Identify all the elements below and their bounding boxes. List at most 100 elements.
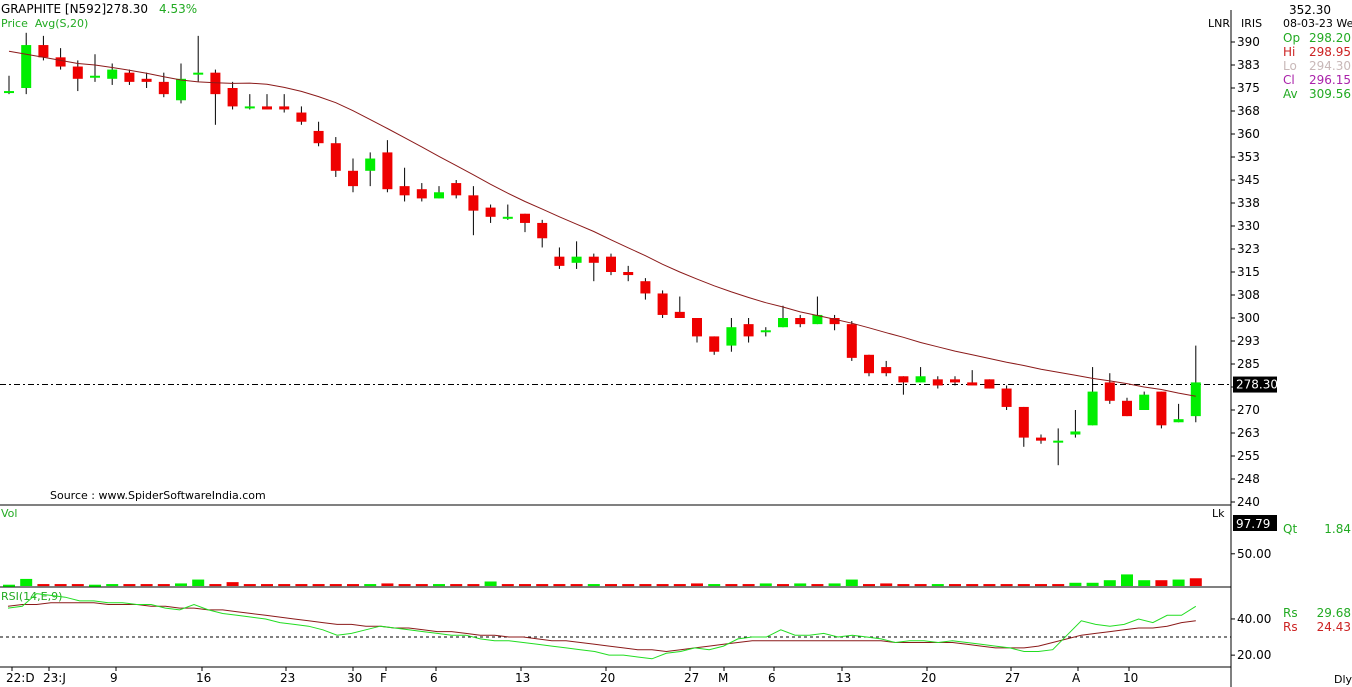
candle xyxy=(502,204,513,220)
candle xyxy=(244,94,255,110)
volume-bar xyxy=(1069,582,1082,586)
moving-average-line xyxy=(8,50,1196,397)
software-label: IRIS xyxy=(1241,17,1262,30)
candle xyxy=(262,94,272,110)
ohlc-value: 298.95 xyxy=(1309,45,1351,59)
candle-body xyxy=(846,324,857,358)
periodicity-label: Dly xyxy=(1334,673,1352,686)
candle-body xyxy=(124,72,135,82)
candle-body xyxy=(72,66,83,79)
date-tick-label: 22:D xyxy=(6,671,35,685)
rsi-readout-value: 24.43 xyxy=(1317,620,1351,634)
volume-bar xyxy=(157,584,170,587)
candle-body xyxy=(537,222,548,239)
date-axis: 22:D 23:J 9 16 23 30 F 6 13 20 27 M 6 13 20 27 A 10 xyxy=(6,667,1138,685)
candle xyxy=(279,94,290,113)
volume-bar xyxy=(811,584,824,587)
candle xyxy=(881,360,892,377)
volume-tick-label: 50.00 xyxy=(1237,547,1271,561)
volume-bar xyxy=(536,584,549,587)
volume-bar xyxy=(89,584,101,587)
price-tick-label: 240 xyxy=(1237,495,1260,509)
candle-body xyxy=(898,376,909,383)
price-tick-label: 353 xyxy=(1237,150,1260,164)
scale-mode-label[interactable]: LNR xyxy=(1208,17,1230,30)
ohlc-key: Lo xyxy=(1283,59,1297,73)
candle-body xyxy=(262,106,272,110)
volume-bar xyxy=(1017,584,1030,587)
volume-axis: 50.00 xyxy=(1231,547,1271,561)
change-percent: 4.53% xyxy=(159,2,197,16)
candle-body xyxy=(1087,391,1098,426)
price-tick-label: 330 xyxy=(1237,219,1260,233)
candle-body xyxy=(1053,440,1064,443)
ohlc-key: Av xyxy=(1283,87,1298,101)
candle-body xyxy=(674,311,685,318)
volume-bar xyxy=(759,583,772,586)
candle xyxy=(1104,373,1115,404)
date-tick-label: 13 xyxy=(515,671,530,685)
ohlc-key: Cl xyxy=(1283,73,1295,87)
date-tick-label: 10 xyxy=(1123,671,1138,685)
volume-bar xyxy=(880,583,893,586)
price-tick-label: 375 xyxy=(1237,81,1260,95)
candle xyxy=(795,314,806,328)
candle-body xyxy=(1036,437,1046,441)
candle-body xyxy=(709,336,720,352)
volume-bar xyxy=(863,584,875,587)
candle-body xyxy=(382,152,393,190)
candle-body xyxy=(640,281,651,294)
price-tick-label: 360 xyxy=(1237,127,1260,141)
candle xyxy=(623,265,634,282)
candle-body xyxy=(330,143,341,171)
candle xyxy=(1001,385,1012,410)
date-tick-label: 9 xyxy=(110,671,118,685)
rsi-title: RSI(14,E,9) xyxy=(1,590,62,603)
candle-body xyxy=(502,216,513,219)
volume-bar xyxy=(433,584,445,587)
volume-bar xyxy=(656,584,669,587)
candle-body xyxy=(778,318,788,328)
volume-bar xyxy=(1121,574,1133,586)
candle-body xyxy=(692,318,702,337)
candle-body xyxy=(1104,382,1115,401)
price-axis: 390 383 375 368 360 353 345 338 330 323 315 308 300 2… xyxy=(1231,35,1260,509)
volume-bar xyxy=(691,583,703,586)
candle xyxy=(124,69,135,85)
candle-body xyxy=(416,189,427,199)
candle xyxy=(38,35,49,61)
volume-bar xyxy=(519,584,531,587)
candle xyxy=(760,327,771,337)
volume-bar xyxy=(312,584,325,587)
cursor-price-readout: 352.30 xyxy=(1289,3,1331,17)
candle xyxy=(692,318,702,343)
volume-bar xyxy=(914,584,927,587)
volume-bar xyxy=(501,584,514,587)
candle xyxy=(1036,434,1046,444)
ohlc-value: 296.15 xyxy=(1309,73,1351,87)
candle-body xyxy=(468,195,479,211)
price-tick-label: 383 xyxy=(1237,58,1260,72)
candle-body xyxy=(915,376,926,383)
volume-bar xyxy=(983,584,996,587)
volume-bar xyxy=(37,584,50,587)
volume-bar xyxy=(123,584,136,587)
candle xyxy=(932,376,943,389)
volume-bar xyxy=(1189,578,1202,586)
volume-bar xyxy=(725,584,738,587)
candle-body xyxy=(743,324,754,337)
candle xyxy=(588,253,599,282)
volume-bar xyxy=(587,584,600,587)
volume-bar xyxy=(570,584,583,587)
date-tick-label: F xyxy=(380,671,387,685)
volume-bar xyxy=(673,584,686,587)
candle-body xyxy=(657,293,668,315)
date-tick-label: 16 xyxy=(196,671,211,685)
candle xyxy=(451,180,462,199)
rsi-readout-key: Rs xyxy=(1283,606,1298,620)
rsi-line xyxy=(7,593,1197,660)
candle xyxy=(950,376,960,386)
volume-bar xyxy=(261,584,273,587)
candle xyxy=(1087,367,1098,426)
volume-bar xyxy=(1155,580,1168,586)
